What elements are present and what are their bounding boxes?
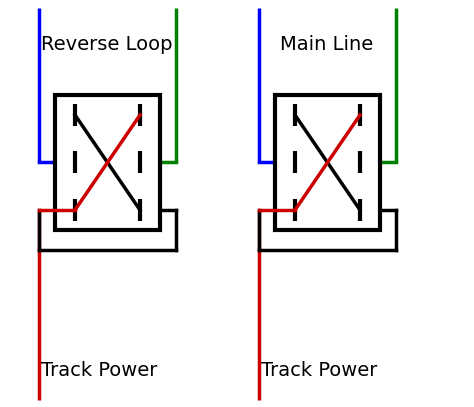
Bar — [275, 95, 380, 230]
Bar — [55, 95, 160, 230]
Text: Track Power: Track Power — [261, 361, 377, 379]
Text: Reverse Loop: Reverse Loop — [41, 35, 173, 55]
Text: Track Power: Track Power — [41, 361, 157, 379]
Text: Main Line: Main Line — [281, 35, 374, 55]
